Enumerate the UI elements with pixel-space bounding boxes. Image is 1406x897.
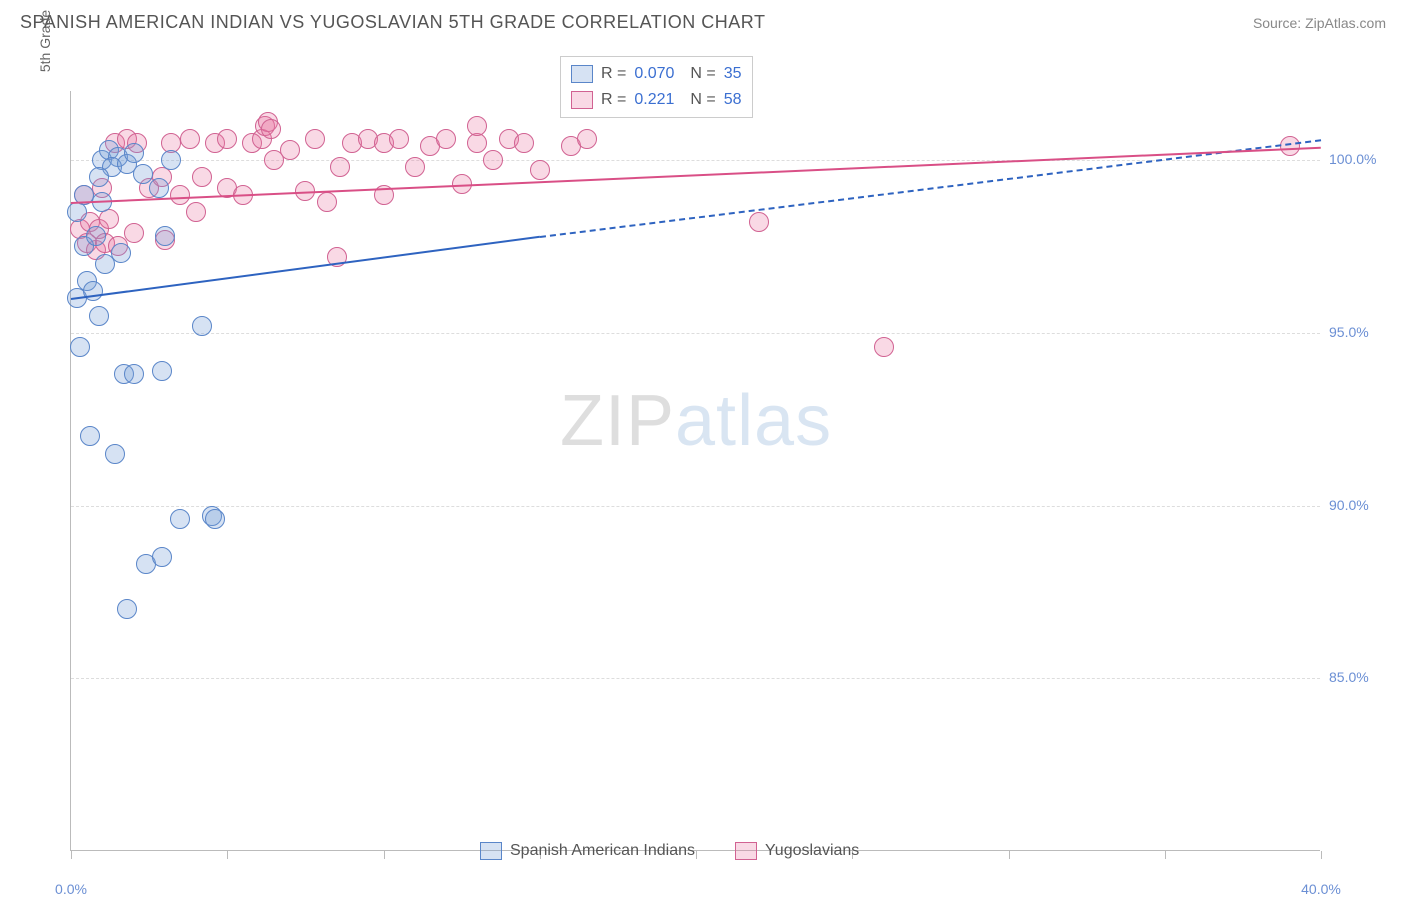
legend-item-blue: Spanish American Indians: [480, 842, 695, 860]
scatter-point-blue: [152, 361, 172, 381]
scatter-point-blue: [192, 316, 212, 336]
chart-title: SPANISH AMERICAN INDIAN VS YUGOSLAVIAN 5…: [20, 12, 765, 33]
scatter-point-pink: [186, 202, 206, 222]
x-tick: [71, 851, 72, 859]
scatter-point-blue: [70, 337, 90, 357]
scatter-point-pink: [217, 129, 237, 149]
n-label: N =: [690, 91, 715, 109]
n-value-pink: 58: [724, 91, 742, 109]
scatter-point-blue: [89, 167, 109, 187]
series-label-blue: Spanish American Indians: [510, 842, 695, 860]
swatch-blue: [571, 65, 593, 83]
scatter-point-pink: [874, 337, 894, 357]
legend-item-pink: Yugoslavians: [735, 842, 859, 860]
r-label: R =: [601, 65, 626, 83]
source-link[interactable]: ZipAtlas.com: [1305, 15, 1386, 31]
scatter-point-blue: [205, 509, 225, 529]
source-attribution: Source: ZipAtlas.com: [1253, 15, 1386, 31]
scatter-point-pink: [577, 129, 597, 149]
scatter-point-pink: [170, 185, 190, 205]
scatter-point-pink: [467, 133, 487, 153]
r-value-pink: 0.221: [634, 91, 674, 109]
scatter-point-pink: [405, 157, 425, 177]
swatch-pink: [571, 91, 593, 109]
x-tick: [227, 851, 228, 859]
x-tick-label: 40.0%: [1301, 881, 1341, 897]
trend-line-blue: [71, 236, 540, 300]
scatter-point-blue: [80, 426, 100, 446]
scatter-point-pink: [514, 133, 534, 153]
plot-region: 85.0%90.0%95.0%100.0%0.0%40.0%: [70, 91, 1320, 851]
swatch-blue: [480, 842, 502, 860]
scatter-point-pink: [317, 192, 337, 212]
scatter-point-blue: [161, 150, 181, 170]
series-legend: Spanish American Indians Yugoslavians: [480, 842, 859, 860]
correlation-legend: R = 0.070 N = 35 R = 0.221 N = 58: [560, 56, 753, 118]
scatter-point-blue: [86, 226, 106, 246]
scatter-point-blue: [149, 178, 169, 198]
n-value-blue: 35: [724, 65, 742, 83]
y-tick-label: 100.0%: [1329, 151, 1376, 167]
x-tick: [1165, 851, 1166, 859]
x-tick: [384, 851, 385, 859]
scatter-point-pink: [305, 129, 325, 149]
scatter-point-pink: [530, 160, 550, 180]
scatter-point-blue: [111, 243, 131, 263]
n-label: N =: [690, 65, 715, 83]
x-tick-label: 0.0%: [55, 881, 87, 897]
source-label: Source:: [1253, 15, 1301, 31]
scatter-point-pink: [99, 209, 119, 229]
scatter-point-pink: [1280, 136, 1300, 156]
scatter-point-pink: [483, 150, 503, 170]
scatter-point-pink: [124, 223, 144, 243]
scatter-point-blue: [83, 281, 103, 301]
x-tick: [1009, 851, 1010, 859]
legend-row-pink: R = 0.221 N = 58: [571, 87, 742, 113]
scatter-point-pink: [261, 119, 281, 139]
swatch-pink: [735, 842, 757, 860]
scatter-point-pink: [749, 212, 769, 232]
gridline-h: [71, 506, 1320, 507]
scatter-point-pink: [467, 116, 487, 136]
scatter-point-pink: [389, 129, 409, 149]
gridline-h: [71, 333, 1320, 334]
r-label: R =: [601, 91, 626, 109]
gridline-h: [71, 678, 1320, 679]
y-axis-label: 5th Grade: [37, 10, 53, 72]
scatter-point-blue: [155, 226, 175, 246]
scatter-point-pink: [330, 157, 350, 177]
y-tick-label: 90.0%: [1329, 497, 1369, 513]
scatter-point-pink: [192, 167, 212, 187]
scatter-point-blue: [124, 364, 144, 384]
gridline-h: [71, 160, 1320, 161]
scatter-point-blue: [67, 202, 87, 222]
scatter-point-blue: [124, 143, 144, 163]
legend-row-blue: R = 0.070 N = 35: [571, 61, 742, 87]
scatter-point-pink: [436, 129, 456, 149]
trend-line-pink: [71, 146, 1321, 203]
y-tick-label: 85.0%: [1329, 669, 1369, 685]
y-tick-label: 95.0%: [1329, 324, 1369, 340]
scatter-point-blue: [89, 306, 109, 326]
series-label-pink: Yugoslavians: [765, 842, 859, 860]
scatter-point-pink: [180, 129, 200, 149]
trend-line-blue-dash: [540, 139, 1321, 238]
scatter-point-blue: [170, 509, 190, 529]
scatter-point-blue: [105, 444, 125, 464]
scatter-point-blue: [152, 547, 172, 567]
x-tick: [1321, 851, 1322, 859]
r-value-blue: 0.070: [634, 65, 674, 83]
scatter-point-blue: [117, 599, 137, 619]
scatter-point-pink: [280, 140, 300, 160]
